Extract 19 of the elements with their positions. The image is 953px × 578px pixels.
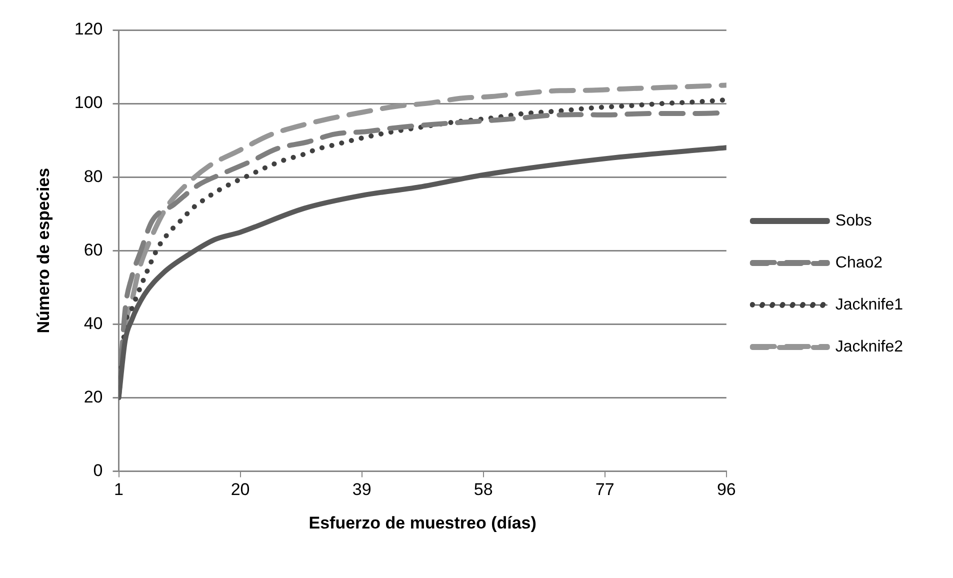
x-tick-label: 20	[230, 480, 250, 500]
legend-label: Jacknife2	[835, 338, 904, 356]
legend-label: Chao2	[835, 254, 883, 272]
y-tick-label: 0	[93, 460, 103, 480]
y-tick-label: 20	[84, 387, 103, 406]
x-axis-title: Esfuerzo de muestreo (días)	[308, 513, 536, 532]
legend-label: Sobs	[835, 212, 872, 230]
x-tick-label: 77	[595, 480, 614, 500]
x-tick-label: 58	[474, 480, 493, 500]
x-tick-label: 96	[716, 480, 736, 500]
x-tick-label: 39	[352, 480, 372, 500]
y-tick-label: 60	[84, 240, 103, 260]
x-tick-label: 1	[114, 480, 124, 500]
legend-label: Jacknife1	[835, 296, 904, 314]
y-tick-label: 120	[74, 20, 103, 39]
y-tick-label: 100	[74, 93, 103, 112]
y-axis-title: Número de especies	[34, 168, 53, 334]
y-tick-label: 40	[84, 314, 103, 333]
y-tick-label: 80	[84, 166, 103, 186]
